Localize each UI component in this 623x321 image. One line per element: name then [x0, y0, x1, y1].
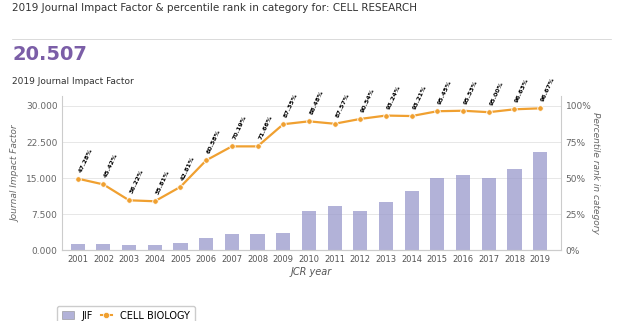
- Bar: [404, 191, 419, 250]
- Legend: JIF, CELL BIOLOGY: JIF, CELL BIOLOGY: [57, 306, 195, 321]
- Bar: [225, 234, 239, 250]
- Bar: [199, 238, 213, 250]
- Text: 60.58%: 60.58%: [206, 129, 222, 155]
- Text: 2019 Journal Impact Factor: 2019 Journal Impact Factor: [12, 77, 134, 86]
- Text: 36.22%: 36.22%: [129, 169, 145, 195]
- Text: 87.35%: 87.35%: [283, 93, 299, 119]
- Bar: [70, 244, 85, 250]
- Bar: [328, 206, 341, 250]
- Text: 96.63%: 96.63%: [515, 78, 530, 104]
- Bar: [122, 245, 136, 250]
- Text: 71.66%: 71.66%: [257, 115, 273, 141]
- Text: 70.19%: 70.19%: [232, 115, 247, 141]
- Text: 95.53%: 95.53%: [463, 79, 478, 105]
- Bar: [302, 211, 316, 250]
- Bar: [456, 175, 470, 250]
- Bar: [353, 211, 368, 250]
- Bar: [430, 178, 444, 250]
- Text: 47.28%: 47.28%: [78, 147, 93, 173]
- X-axis label: JCR year: JCR year: [291, 267, 332, 277]
- Text: 35.81%: 35.81%: [155, 170, 171, 196]
- Bar: [148, 245, 162, 250]
- Text: 90.54%: 90.54%: [360, 88, 376, 113]
- Text: 2019 Journal Impact Factor & percentile rank in category for: CELL RESEARCH: 2019 Journal Impact Factor & percentile …: [12, 3, 417, 13]
- Bar: [507, 169, 521, 250]
- Bar: [250, 234, 265, 250]
- Bar: [173, 243, 188, 250]
- Text: 95.00%: 95.00%: [489, 81, 504, 107]
- Text: 93.24%: 93.24%: [386, 84, 402, 110]
- Bar: [276, 233, 290, 250]
- Text: 87.57%: 87.57%: [335, 92, 350, 118]
- Text: 95.45%: 95.45%: [437, 80, 453, 106]
- Text: 96.67%: 96.67%: [540, 77, 556, 103]
- Text: 45.42%: 45.42%: [103, 153, 119, 179]
- Text: 93.21%: 93.21%: [412, 84, 427, 110]
- Bar: [533, 152, 547, 250]
- Bar: [379, 202, 393, 250]
- Text: 42.81%: 42.81%: [181, 155, 196, 181]
- Y-axis label: Journal Impact Factor: Journal Impact Factor: [11, 125, 21, 222]
- Bar: [97, 244, 110, 250]
- Text: 88.48%: 88.48%: [309, 90, 325, 116]
- Y-axis label: Percentile rank in category: Percentile rank in category: [591, 112, 600, 234]
- Text: 20.507: 20.507: [12, 45, 87, 64]
- Bar: [482, 178, 496, 250]
